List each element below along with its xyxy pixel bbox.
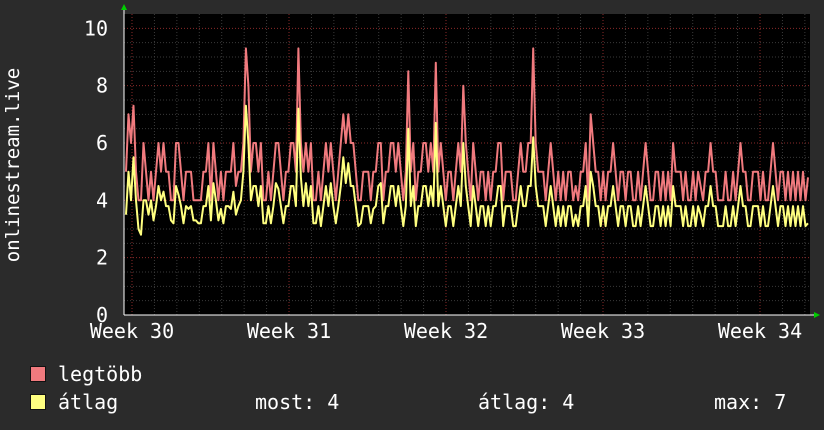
legend-label-avg: átlag bbox=[58, 390, 119, 414]
y-axis-label: onlinestream.live bbox=[2, 68, 24, 262]
y-tick-label: 10 bbox=[84, 16, 108, 40]
legend-item-max: legtöbb bbox=[30, 362, 142, 386]
stat-avg: átlag: 4 bbox=[478, 390, 575, 414]
y-axis-arrow bbox=[121, 4, 127, 10]
y-tick-label: 2 bbox=[96, 246, 108, 270]
series-line-max bbox=[125, 47, 809, 202]
series-line-avg bbox=[125, 104, 809, 236]
x-tick-label: Week 30 bbox=[90, 319, 174, 343]
legend-swatch-max bbox=[30, 366, 46, 382]
x-tick-labels: Week 30 Week 31 Week 32 Week 33 Week 34 bbox=[90, 319, 802, 343]
series-group bbox=[125, 47, 809, 236]
stat-now: most: 4 bbox=[255, 390, 340, 414]
legend-item-avg: átlag bbox=[30, 390, 118, 414]
legend-swatch-avg bbox=[30, 394, 46, 410]
y-tick-label: 6 bbox=[96, 131, 108, 155]
x-tick-label: Week 31 bbox=[247, 319, 331, 343]
stat-max: max: 7 bbox=[714, 390, 787, 414]
y-tick-label: 4 bbox=[96, 188, 108, 212]
x-tick-label: Week 32 bbox=[404, 319, 488, 343]
legend-label-max: legtöbb bbox=[58, 362, 143, 386]
x-axis-arrow bbox=[814, 312, 820, 318]
x-tick-label: Week 34 bbox=[718, 319, 802, 343]
y-tick-labels: 0 2 4 6 8 10 bbox=[84, 16, 108, 327]
x-tick-label: Week 33 bbox=[561, 319, 645, 343]
y-tick-label: 0 bbox=[96, 303, 108, 327]
y-tick-label: 8 bbox=[96, 74, 108, 98]
axes bbox=[121, 4, 820, 318]
